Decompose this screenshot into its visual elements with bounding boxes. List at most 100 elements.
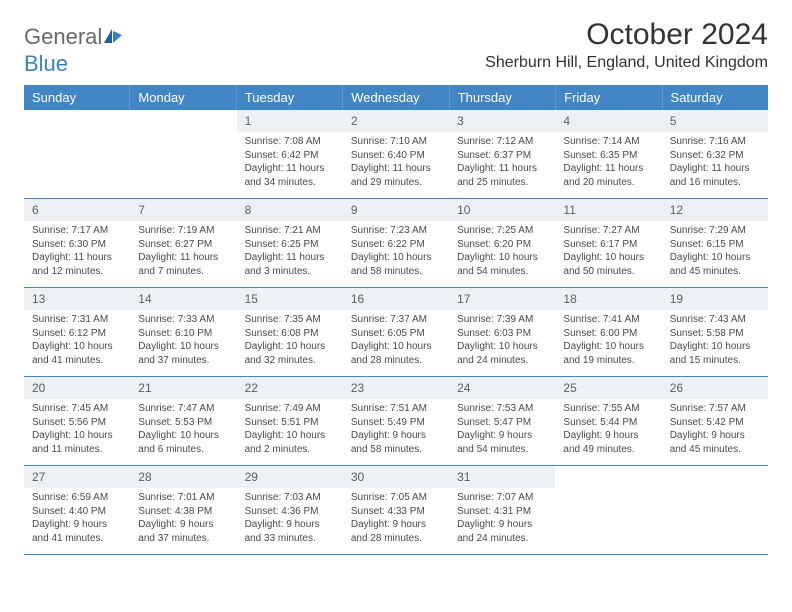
day-sunset: Sunset: 4:40 PM	[32, 505, 122, 519]
day-dl1: Daylight: 10 hours	[351, 251, 441, 265]
location-subtitle: Sherburn Hill, England, United Kingdom	[485, 54, 768, 72]
calendar-cell: 11Sunrise: 7:27 AMSunset: 6:17 PMDayligh…	[555, 199, 661, 287]
day-sunset: Sunset: 6:30 PM	[32, 238, 122, 252]
day-number: 2	[343, 110, 449, 132]
calendar-cell	[555, 466, 661, 554]
day-sunrise: Sunrise: 7:55 AM	[563, 402, 653, 416]
day-sunrise: Sunrise: 6:59 AM	[32, 491, 122, 505]
day-details: Sunrise: 7:14 AMSunset: 6:35 PMDaylight:…	[555, 132, 661, 195]
day-sunrise: Sunrise: 7:45 AM	[32, 402, 122, 416]
day-dl2: and 58 minutes.	[351, 443, 441, 457]
day-number: 11	[555, 199, 661, 221]
day-sunset: Sunset: 4:38 PM	[138, 505, 228, 519]
day-sunset: Sunset: 6:35 PM	[563, 149, 653, 163]
day-number: 9	[343, 199, 449, 221]
day-number: 1	[237, 110, 343, 132]
day-details: Sunrise: 7:41 AMSunset: 6:00 PMDaylight:…	[555, 310, 661, 373]
day-sunset: Sunset: 6:17 PM	[563, 238, 653, 252]
day-sunrise: Sunrise: 7:10 AM	[351, 135, 441, 149]
day-details: Sunrise: 7:12 AMSunset: 6:37 PMDaylight:…	[449, 132, 555, 195]
calendar-cell: 21Sunrise: 7:47 AMSunset: 5:53 PMDayligh…	[130, 377, 236, 465]
day-header: Saturday	[663, 85, 768, 110]
day-number: 24	[449, 377, 555, 399]
day-sunset: Sunset: 6:00 PM	[563, 327, 653, 341]
day-dl2: and 7 minutes.	[138, 265, 228, 279]
calendar-cell: 28Sunrise: 7:01 AMSunset: 4:38 PMDayligh…	[130, 466, 236, 554]
day-details: Sunrise: 7:27 AMSunset: 6:17 PMDaylight:…	[555, 221, 661, 284]
day-dl1: Daylight: 9 hours	[457, 429, 547, 443]
day-sunset: Sunset: 4:36 PM	[245, 505, 335, 519]
day-sunset: Sunset: 5:49 PM	[351, 416, 441, 430]
day-dl2: and 16 minutes.	[670, 176, 760, 190]
day-dl2: and 54 minutes.	[457, 443, 547, 457]
day-sunrise: Sunrise: 7:29 AM	[670, 224, 760, 238]
day-sunset: Sunset: 6:12 PM	[32, 327, 122, 341]
day-sunset: Sunset: 6:27 PM	[138, 238, 228, 252]
day-dl1: Daylight: 10 hours	[351, 340, 441, 354]
day-dl2: and 49 minutes.	[563, 443, 653, 457]
day-dl2: and 32 minutes.	[245, 354, 335, 368]
day-details: Sunrise: 7:39 AMSunset: 6:03 PMDaylight:…	[449, 310, 555, 373]
calendar-cell: 1Sunrise: 7:08 AMSunset: 6:42 PMDaylight…	[237, 110, 343, 198]
day-dl2: and 2 minutes.	[245, 443, 335, 457]
day-sunset: Sunset: 6:15 PM	[670, 238, 760, 252]
day-number: 15	[237, 288, 343, 310]
day-dl2: and 24 minutes.	[457, 532, 547, 546]
day-dl2: and 50 minutes.	[563, 265, 653, 279]
day-sunset: Sunset: 5:51 PM	[245, 416, 335, 430]
day-sunrise: Sunrise: 7:57 AM	[670, 402, 760, 416]
day-number: 29	[237, 466, 343, 488]
day-dl1: Daylight: 10 hours	[32, 340, 122, 354]
calendar-week: 27Sunrise: 6:59 AMSunset: 4:40 PMDayligh…	[24, 466, 768, 555]
calendar-cell: 6Sunrise: 7:17 AMSunset: 6:30 PMDaylight…	[24, 199, 130, 287]
day-sunset: Sunset: 5:56 PM	[32, 416, 122, 430]
day-details: Sunrise: 7:55 AMSunset: 5:44 PMDaylight:…	[555, 399, 661, 462]
day-sunrise: Sunrise: 7:08 AM	[245, 135, 335, 149]
day-dl1: Daylight: 9 hours	[32, 518, 122, 532]
day-sunset: Sunset: 6:20 PM	[457, 238, 547, 252]
day-dl1: Daylight: 10 hours	[457, 340, 547, 354]
day-number: 13	[24, 288, 130, 310]
day-dl2: and 12 minutes.	[32, 265, 122, 279]
day-sunrise: Sunrise: 7:33 AM	[138, 313, 228, 327]
sail-icon	[102, 25, 124, 51]
day-header: Friday	[556, 85, 662, 110]
calendar-cell: 4Sunrise: 7:14 AMSunset: 6:35 PMDaylight…	[555, 110, 661, 198]
day-number: 12	[662, 199, 768, 221]
day-dl1: Daylight: 10 hours	[245, 340, 335, 354]
day-number: 21	[130, 377, 236, 399]
day-header: Thursday	[450, 85, 556, 110]
day-dl1: Daylight: 11 hours	[351, 162, 441, 176]
day-dl1: Daylight: 9 hours	[457, 518, 547, 532]
day-sunset: Sunset: 6:03 PM	[457, 327, 547, 341]
day-sunrise: Sunrise: 7:12 AM	[457, 135, 547, 149]
day-sunset: Sunset: 5:58 PM	[670, 327, 760, 341]
calendar-cell: 17Sunrise: 7:39 AMSunset: 6:03 PMDayligh…	[449, 288, 555, 376]
day-sunrise: Sunrise: 7:05 AM	[351, 491, 441, 505]
day-details: Sunrise: 7:43 AMSunset: 5:58 PMDaylight:…	[662, 310, 768, 373]
day-details: Sunrise: 7:25 AMSunset: 6:20 PMDaylight:…	[449, 221, 555, 284]
day-dl1: Daylight: 11 hours	[245, 162, 335, 176]
day-dl2: and 29 minutes.	[351, 176, 441, 190]
day-number: 31	[449, 466, 555, 488]
calendar-cell: 18Sunrise: 7:41 AMSunset: 6:00 PMDayligh…	[555, 288, 661, 376]
day-dl2: and 37 minutes.	[138, 354, 228, 368]
day-sunrise: Sunrise: 7:03 AM	[245, 491, 335, 505]
calendar-week: 20Sunrise: 7:45 AMSunset: 5:56 PMDayligh…	[24, 377, 768, 466]
day-details: Sunrise: 7:17 AMSunset: 6:30 PMDaylight:…	[24, 221, 130, 284]
day-details: Sunrise: 7:29 AMSunset: 6:15 PMDaylight:…	[662, 221, 768, 284]
calendar-cell: 20Sunrise: 7:45 AMSunset: 5:56 PMDayligh…	[24, 377, 130, 465]
day-sunrise: Sunrise: 7:14 AM	[563, 135, 653, 149]
day-dl2: and 6 minutes.	[138, 443, 228, 457]
calendar-cell: 27Sunrise: 6:59 AMSunset: 4:40 PMDayligh…	[24, 466, 130, 554]
calendar-cell: 29Sunrise: 7:03 AMSunset: 4:36 PMDayligh…	[237, 466, 343, 554]
day-sunrise: Sunrise: 7:49 AM	[245, 402, 335, 416]
day-dl2: and 34 minutes.	[245, 176, 335, 190]
calendar-cell: 5Sunrise: 7:16 AMSunset: 6:32 PMDaylight…	[662, 110, 768, 198]
day-dl2: and 37 minutes.	[138, 532, 228, 546]
day-sunset: Sunset: 4:31 PM	[457, 505, 547, 519]
day-details: Sunrise: 7:53 AMSunset: 5:47 PMDaylight:…	[449, 399, 555, 462]
day-sunrise: Sunrise: 7:53 AM	[457, 402, 547, 416]
day-dl2: and 24 minutes.	[457, 354, 547, 368]
day-header: Wednesday	[343, 85, 449, 110]
